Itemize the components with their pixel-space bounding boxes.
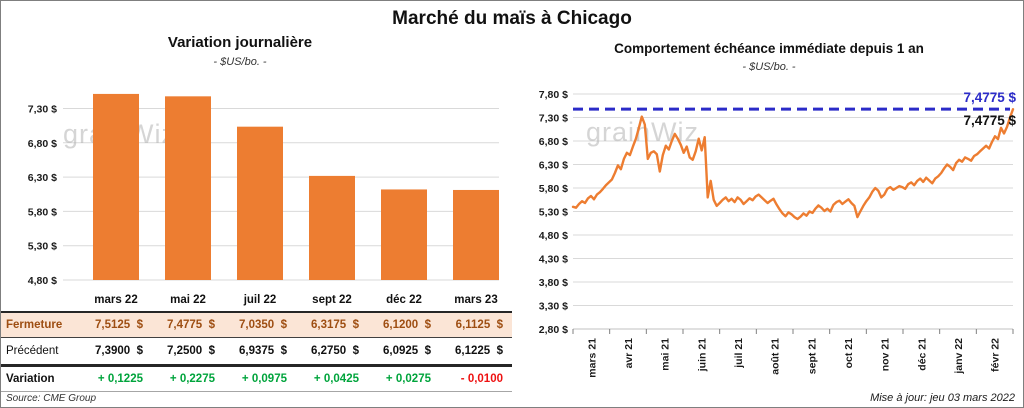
x-axis-tick-label: févr 22 (990, 338, 1002, 372)
page-title: Marché du maïs à Chicago (392, 8, 632, 29)
cell: 6,1200 $ (368, 312, 440, 338)
x-axis-tick-label: janv 22 (953, 338, 965, 375)
x-axis-tick-label: avr 21 (623, 338, 635, 369)
x-axis-tick-label: mai 21 (660, 338, 672, 371)
table-corner (1, 289, 80, 313)
cell: 6,1125 $ (440, 312, 512, 338)
price-line (571, 107, 1015, 221)
bar-déc 22 (381, 189, 427, 280)
col-header: mars 22 (80, 289, 152, 313)
y-axis-tick-label: 4,30 $ (539, 254, 568, 266)
row-label: Fermeture (1, 312, 80, 338)
col-header: sept 22 (296, 289, 368, 313)
cell: 7,2500 $ (152, 337, 224, 367)
y-axis-tick-label: 6,80 $ (28, 138, 57, 150)
x-axis-tick-label: juil 21 (733, 338, 745, 369)
x-axis-tick-label: oct 21 (843, 338, 855, 369)
cell: 6,0925 $ (368, 337, 440, 367)
cell: 6,1225 $ (440, 337, 512, 367)
cell: + 0,1225 (80, 365, 152, 392)
quotes-table: mars 22 mai 22 juil 22 sept 22 déc 22 ma… (1, 289, 512, 392)
x-axis-tick-label: déc 21 (916, 338, 928, 371)
y-axis-tick-label: 5,80 $ (28, 206, 57, 218)
bar-chart-units: - $US/bo. - (213, 56, 267, 68)
y-axis-tick-label: 6,80 $ (539, 136, 568, 148)
y-axis-tick-label: 7,30 $ (539, 113, 568, 125)
table-row-fermeture: Fermeture 7,5125 $ 7,4775 $ 7,0350 $ 6,3… (1, 312, 512, 338)
x-axis-tick-label: mars 21 (586, 338, 598, 378)
y-axis-tick-label: 7,80 $ (539, 89, 568, 101)
cell: + 0,0425 (296, 365, 368, 392)
cell: 6,9375 $ (224, 337, 296, 367)
x-axis-tick-label: nov 21 (880, 338, 892, 371)
col-header: juil 22 (224, 289, 296, 313)
x-axis-tick-label: juin 21 (696, 338, 708, 372)
bar-mars 22 (93, 93, 139, 280)
col-header: mars 23 (440, 289, 512, 313)
y-axis-tick-label: 2,80 $ (539, 324, 568, 336)
y-axis-tick-label: 5,30 $ (539, 207, 568, 219)
y-axis-tick-label: 6,30 $ (28, 172, 57, 184)
bar-sept 22 (309, 175, 355, 280)
updated-note: Mise à jour: jeu 03 mars 2022 (870, 392, 1015, 404)
y-axis-tick-label: 7,30 $ (28, 104, 57, 116)
bar-mai 22 (165, 96, 211, 280)
line-chart-units: - $US/bo. - (742, 61, 796, 73)
cell: 6,2750 $ (296, 337, 368, 367)
table-header-row: mars 22 mai 22 juil 22 sept 22 déc 22 ma… (1, 289, 512, 313)
reference-value-label: 7,4775 $ (963, 90, 1016, 105)
table-row-precedent: Précédent 7,3900 $ 7,2500 $ 6,9375 $ 6,2… (1, 337, 512, 367)
bar-mars 23 (453, 189, 499, 280)
cell: 7,3900 $ (80, 337, 152, 367)
line-chart-title: Comportement échéance immédiate depuis 1… (614, 41, 924, 56)
cell: 6,3175 $ (296, 312, 368, 338)
col-header: déc 22 (368, 289, 440, 313)
row-label: Variation (1, 365, 80, 392)
line-chart: 2,80 $ 3,30 $ 3,80 $ 4,30 $ 4,80 $ 5,30 $ 5,80… (539, 89, 1017, 378)
cell: 7,5125 $ (80, 312, 152, 338)
x-axis-tick-label: août 21 (770, 338, 782, 375)
y-axis-tick-label: 5,30 $ (28, 241, 57, 253)
bar-chart-title: Variation journalière (167, 34, 313, 51)
bar-chart: 4,80 $5,30 $5,80 $6,30 $6,80 $7,30 $grai… (28, 93, 499, 287)
cell: + 0,0275 (368, 365, 440, 392)
cell: - 0,0100 (440, 365, 512, 392)
y-axis-tick-label: 4,80 $ (539, 230, 568, 242)
row-label: Précédent (1, 337, 80, 367)
x-axis-tick-label: sept 21 (806, 338, 818, 374)
source-note: Source: CME Group (6, 393, 97, 404)
cell: 7,4775 $ (152, 312, 224, 338)
y-axis-tick-label: 6,30 $ (539, 160, 568, 172)
last-price-label: 7,4775 $ (963, 113, 1016, 128)
col-header: mai 22 (152, 289, 224, 313)
cell: 7,0350 $ (224, 312, 296, 338)
y-axis-tick-label: 4,80 $ (28, 275, 57, 287)
y-axis-tick-label: 3,80 $ (539, 277, 568, 289)
table-row-variation: Variation + 0,1225 + 0,2275 + 0,0975 + 0… (1, 365, 512, 392)
cell: + 0,0975 (224, 365, 296, 392)
y-axis-tick-label: 5,80 $ (539, 183, 568, 195)
y-axis-tick-label: 3,30 $ (539, 301, 568, 313)
bar-juil 22 (237, 126, 283, 280)
cell: + 0,2275 (152, 365, 224, 392)
